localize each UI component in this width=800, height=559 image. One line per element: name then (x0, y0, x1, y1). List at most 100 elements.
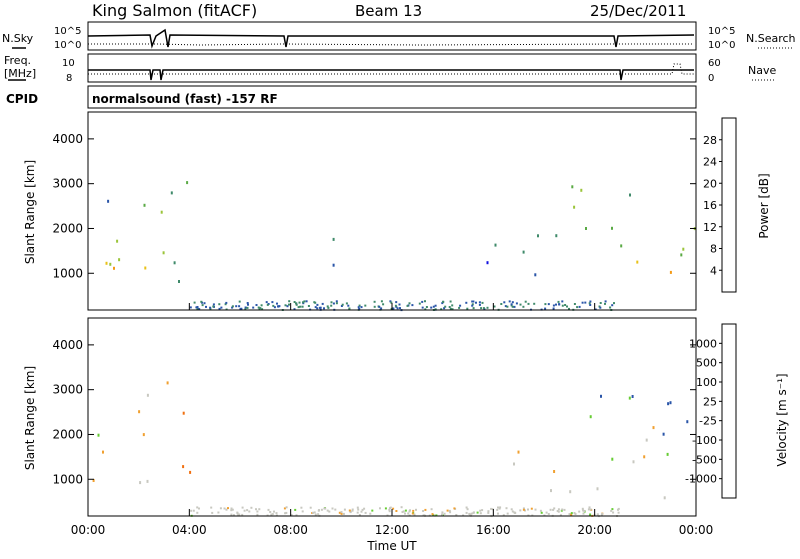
ground-scatter-cell (395, 510, 398, 512)
ground-scatter-cell (455, 514, 458, 516)
ground-scatter-cell (441, 511, 444, 514)
ground-scatter-cell (198, 507, 200, 510)
colorbar-tick-label: -25 (699, 415, 717, 428)
ground-scatter-cell (231, 508, 234, 511)
ground-scatter-cell (534, 508, 537, 511)
power-y-axis: 1000 2000 3000 4000 (52, 132, 696, 280)
ground-scatter-cell (271, 513, 274, 516)
ground-scatter-cell (247, 303, 249, 306)
ground-scatter-cell (599, 302, 602, 304)
ground-scatter-cell (238, 300, 241, 303)
ground-scatter-cell (328, 510, 331, 513)
colorbar-tick-label: 25 (703, 395, 717, 408)
ground-scatter-cell (599, 306, 602, 309)
ground-scatter-cell (321, 302, 324, 305)
ground-scatter-cell (347, 304, 350, 307)
ground-scatter-cell (343, 508, 346, 511)
echo-cell (486, 261, 489, 265)
echo-cell (632, 460, 635, 464)
echo-cell (669, 401, 672, 405)
ground-scatter-cell (493, 305, 496, 308)
ground-scatter-cell (331, 507, 334, 510)
ground-scatter-cell (498, 507, 501, 510)
ground-scatter-cell (371, 509, 374, 512)
ground-scatter-cell (470, 512, 473, 515)
x-tick-label: 20:00 (577, 523, 612, 537)
ground-scatter-cell (309, 506, 312, 509)
ground-scatter-cell (472, 300, 475, 303)
ground-scatter-cell (443, 512, 446, 515)
freq-label-line1: Freq. (4, 54, 31, 67)
colorbar-tick-label: -100 (692, 434, 717, 447)
ground-scatter-cell (230, 509, 233, 512)
ground-scatter-cell (218, 307, 221, 310)
ground-scatter-cell (610, 509, 613, 512)
ground-scatter-cell (589, 513, 592, 516)
ground-scatter-cell (510, 508, 513, 511)
ground-scatter-cell (552, 508, 555, 511)
noise-tick-left-bottom: 10^0 (54, 40, 81, 51)
ground-scatter-cell (342, 512, 345, 515)
ground-scatter-cell (408, 302, 411, 305)
ground-scatter-cell (430, 508, 433, 511)
ground-scatter-cell (255, 304, 258, 306)
nave-label: Nave (748, 64, 776, 77)
ground-scatter-cell (581, 507, 584, 510)
y-tick-label: 3000 (52, 177, 83, 191)
power-colorbar-label: Power [dB] (757, 173, 771, 238)
ground-scatter-cell (444, 305, 447, 308)
nave-tick-top: 60 (708, 58, 721, 69)
ground-scatter-cell (544, 303, 547, 306)
ground-scatter-cell (589, 300, 592, 303)
ground-scatter-cell (449, 511, 452, 514)
ground-scatter-cell (568, 513, 571, 516)
echo-cell (116, 239, 119, 243)
ground-scatter-cell (200, 300, 203, 303)
echo-cell (611, 226, 613, 230)
ground-scatter-cell (481, 509, 484, 512)
ground-scatter-cell (547, 303, 550, 306)
ground-scatter-cell (302, 301, 304, 304)
ground-scatter-cell (568, 307, 570, 310)
ground-scatter-cell (305, 300, 308, 303)
ground-scatter-cell (611, 508, 614, 511)
ground-scatter-cell (408, 510, 411, 513)
ground-scatter-cell (334, 508, 337, 511)
ground-scatter-cell (446, 509, 449, 512)
echo-cell (666, 452, 669, 456)
echo-cell (686, 420, 689, 424)
ground-scatter-cell (453, 507, 456, 510)
ground-scatter-cell (348, 509, 351, 512)
ground-scatter-cell (256, 513, 259, 516)
ground-scatter-cell (224, 303, 227, 306)
ground-scatter-cell (323, 307, 325, 310)
ground-scatter-cell (389, 506, 392, 509)
ground-scatter-cell (349, 511, 352, 514)
echo-cell (645, 438, 648, 442)
ground-scatter-cell (320, 508, 323, 511)
echo-cell (600, 394, 602, 398)
ground-scatter-cell (402, 510, 405, 513)
echo-cell (97, 433, 100, 437)
freq-tick-top: 10 (62, 58, 75, 69)
noise-tick-right-bottom: 10^0 (708, 40, 735, 51)
y-tick-label: 3000 (52, 383, 83, 397)
ground-scatter-cell (502, 514, 505, 517)
ground-scatter-cell (255, 508, 257, 511)
ground-scatter-cell (582, 509, 585, 512)
ground-scatter-cell (378, 305, 381, 308)
ground-scatter-cell (265, 301, 268, 304)
ground-scatter-cell (241, 513, 244, 516)
ground-scatter-cell (232, 514, 235, 517)
ground-scatter-cell (497, 512, 499, 515)
ground-scatter-cell (552, 307, 555, 310)
ground-scatter-cell (411, 512, 414, 515)
ground-scatter-cell (267, 508, 270, 511)
ground-scatter-cell (338, 511, 341, 514)
ground-scatter-cell (294, 508, 297, 511)
echo-cell (680, 253, 683, 257)
ground-scatter-cell (458, 306, 461, 309)
ground-scatter-cell (522, 305, 525, 308)
ground-scatter-cell (326, 509, 329, 512)
ground-scatter-cell (519, 509, 522, 512)
